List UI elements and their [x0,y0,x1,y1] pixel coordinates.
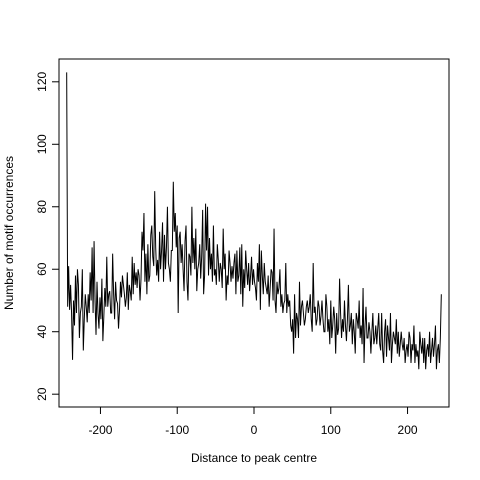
y-axis-label: Number of motif occurrences [2,156,16,310]
series-line [66,72,442,370]
y-tick-label: 80 [35,200,49,214]
y-tick-label: 60 [35,262,49,276]
y-tick-label: 120 [35,71,49,91]
x-tick-label: 0 [251,423,258,437]
x-tick-label: 100 [321,423,341,437]
plot-frame [58,58,450,408]
y-tick-label: 20 [35,387,49,401]
x-tick-label: 200 [398,423,418,437]
x-axis: -200 -100 0 100 200 [88,407,418,437]
x-axis-label: Distance to peak centre [191,451,317,465]
y-axis: 20 40 60 80 100 120 [35,71,59,401]
x-tick-label: -200 [88,423,112,437]
y-tick-label: 100 [35,134,49,154]
y-tick-label: 40 [35,325,49,339]
x-tick-label: -100 [165,423,189,437]
